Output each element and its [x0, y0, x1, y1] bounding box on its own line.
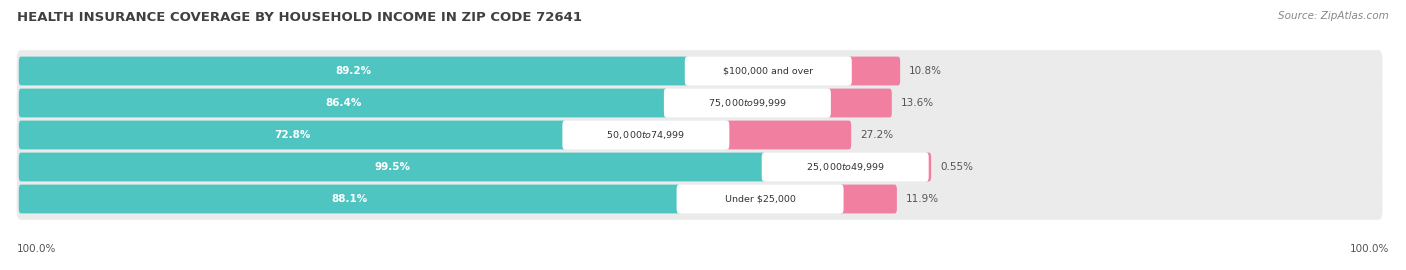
FancyBboxPatch shape [17, 50, 1382, 92]
FancyBboxPatch shape [17, 82, 1382, 124]
Text: $50,000 to $74,999: $50,000 to $74,999 [606, 129, 686, 141]
FancyBboxPatch shape [827, 89, 891, 117]
FancyBboxPatch shape [18, 121, 567, 149]
FancyBboxPatch shape [17, 114, 1382, 156]
Text: 99.5%: 99.5% [374, 162, 411, 172]
Text: 10.8%: 10.8% [910, 66, 942, 76]
FancyBboxPatch shape [17, 178, 1382, 220]
Text: 13.6%: 13.6% [901, 98, 934, 108]
FancyBboxPatch shape [18, 89, 668, 117]
FancyBboxPatch shape [762, 153, 929, 181]
Text: 89.2%: 89.2% [336, 66, 373, 76]
Text: Source: ZipAtlas.com: Source: ZipAtlas.com [1278, 11, 1389, 21]
FancyBboxPatch shape [839, 185, 897, 213]
Text: $25,000 to $49,999: $25,000 to $49,999 [806, 161, 884, 173]
FancyBboxPatch shape [685, 57, 852, 85]
Text: 0.55%: 0.55% [941, 162, 973, 172]
FancyBboxPatch shape [562, 121, 730, 149]
FancyBboxPatch shape [925, 153, 931, 181]
Text: Under $25,000: Under $25,000 [724, 194, 796, 204]
FancyBboxPatch shape [18, 153, 766, 181]
FancyBboxPatch shape [664, 89, 831, 117]
FancyBboxPatch shape [725, 121, 851, 149]
Text: 100.0%: 100.0% [17, 244, 56, 254]
FancyBboxPatch shape [676, 185, 844, 213]
Text: $100,000 and over: $100,000 and over [723, 66, 813, 76]
Text: 11.9%: 11.9% [905, 194, 939, 204]
Text: 88.1%: 88.1% [332, 194, 368, 204]
FancyBboxPatch shape [848, 57, 900, 85]
Text: $75,000 to $99,999: $75,000 to $99,999 [707, 97, 787, 109]
Text: 86.4%: 86.4% [325, 98, 361, 108]
Text: 72.8%: 72.8% [274, 130, 311, 140]
Text: 100.0%: 100.0% [1350, 244, 1389, 254]
FancyBboxPatch shape [18, 185, 681, 213]
FancyBboxPatch shape [18, 57, 689, 85]
Text: 27.2%: 27.2% [860, 130, 893, 140]
FancyBboxPatch shape [17, 146, 1382, 188]
Text: HEALTH INSURANCE COVERAGE BY HOUSEHOLD INCOME IN ZIP CODE 72641: HEALTH INSURANCE COVERAGE BY HOUSEHOLD I… [17, 11, 582, 24]
